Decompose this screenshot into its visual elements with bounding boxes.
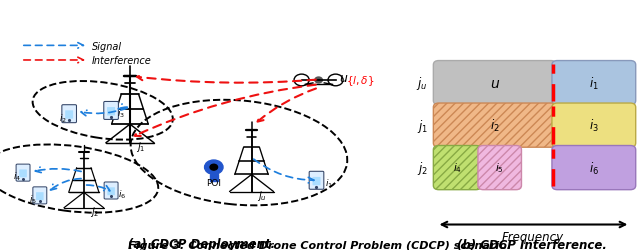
FancyBboxPatch shape xyxy=(312,177,321,186)
FancyBboxPatch shape xyxy=(65,111,73,119)
Text: $i_4$: $i_4$ xyxy=(13,170,20,182)
FancyBboxPatch shape xyxy=(62,105,77,123)
Text: Interference: Interference xyxy=(92,56,152,66)
FancyArrow shape xyxy=(210,174,218,182)
Text: $i_1$: $i_1$ xyxy=(589,75,598,91)
Text: $i_5$: $i_5$ xyxy=(29,193,36,205)
Text: POI: POI xyxy=(206,178,221,187)
Text: $\{l,\delta\}$: $\{l,\delta\}$ xyxy=(346,74,374,88)
Text: $i_6$: $i_6$ xyxy=(118,188,127,200)
Text: $j_2$: $j_2$ xyxy=(417,160,428,176)
FancyBboxPatch shape xyxy=(104,182,118,199)
FancyBboxPatch shape xyxy=(108,188,115,196)
Text: $i_2$: $i_2$ xyxy=(59,112,67,124)
Text: Figure 3: Connected Drone Control Problem (CDCP) scenario.: Figure 3: Connected Drone Control Proble… xyxy=(129,240,511,250)
FancyBboxPatch shape xyxy=(478,146,522,190)
Text: $i_5$: $i_5$ xyxy=(495,161,504,175)
FancyBboxPatch shape xyxy=(107,108,115,116)
Text: Frequency: Frequency xyxy=(501,230,563,243)
Text: $i_3$: $i_3$ xyxy=(589,118,599,134)
Circle shape xyxy=(210,164,218,170)
Text: $j_u$: $j_u$ xyxy=(257,188,266,202)
FancyBboxPatch shape xyxy=(104,102,118,120)
FancyBboxPatch shape xyxy=(33,187,47,204)
FancyBboxPatch shape xyxy=(16,164,30,182)
Text: $i_1$: $i_1$ xyxy=(325,177,333,190)
Text: $u$: $u$ xyxy=(490,76,500,90)
FancyBboxPatch shape xyxy=(552,146,636,190)
FancyBboxPatch shape xyxy=(433,61,556,105)
FancyBboxPatch shape xyxy=(36,192,44,200)
Text: $i_3$: $i_3$ xyxy=(117,107,125,119)
Text: $j_u$: $j_u$ xyxy=(417,75,428,92)
FancyBboxPatch shape xyxy=(552,61,636,105)
Text: $j_1$: $j_1$ xyxy=(417,117,428,134)
Text: (b) CDCP Interference.: (b) CDCP Interference. xyxy=(458,238,607,250)
Text: $u$: $u$ xyxy=(339,72,349,85)
Text: $i_2$: $i_2$ xyxy=(490,118,500,134)
FancyBboxPatch shape xyxy=(309,172,324,190)
FancyBboxPatch shape xyxy=(433,146,481,190)
Text: $j_1$: $j_1$ xyxy=(136,140,146,154)
Text: (a) CDCP Deployment.: (a) CDCP Deployment. xyxy=(127,237,275,250)
Circle shape xyxy=(205,160,223,174)
Text: $i_4$: $i_4$ xyxy=(452,161,462,175)
FancyBboxPatch shape xyxy=(433,104,556,148)
Circle shape xyxy=(315,78,323,84)
Text: Signal: Signal xyxy=(92,42,122,51)
FancyBboxPatch shape xyxy=(552,104,636,148)
FancyBboxPatch shape xyxy=(19,170,27,178)
Text: $j_2$: $j_2$ xyxy=(90,204,99,218)
Text: $i_6$: $i_6$ xyxy=(589,160,599,176)
